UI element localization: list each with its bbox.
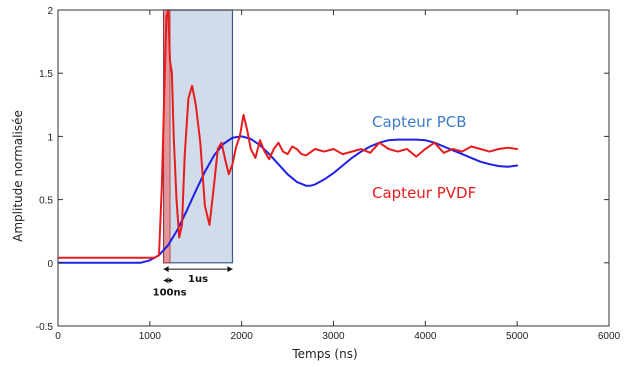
y-tick-label: 0 xyxy=(47,259,53,270)
highlight-regions xyxy=(163,9,234,264)
series-line-pvdf xyxy=(58,10,519,259)
x-tick-label: 5000 xyxy=(506,331,529,342)
x-tick-label: 6000 xyxy=(598,331,621,342)
series-label-pvdf: Capteur PVDF xyxy=(372,184,476,202)
y-tick-label: 0.5 xyxy=(39,196,53,207)
x-tick-label: 0 xyxy=(55,331,61,342)
y-tick-label: 1.5 xyxy=(39,69,53,80)
plot-frame xyxy=(57,9,610,327)
y-tick-label: -0.5 xyxy=(36,322,54,333)
series-lines xyxy=(58,10,519,264)
x-tick-label: 1000 xyxy=(139,331,162,342)
annotation-100ns: 100ns xyxy=(153,277,187,298)
highlight-region-1us xyxy=(163,9,234,264)
x-tick-label: 2000 xyxy=(231,331,254,342)
x-tick-label: 4000 xyxy=(414,331,437,342)
tick-labels: 0 1000 2000 3000 4000 5000 6000-0.500.511.52 xyxy=(36,6,621,342)
y-tick-label: 1 xyxy=(47,132,53,143)
annotation-label: 1us xyxy=(188,274,208,285)
series-label-pcb: Capteur PCB xyxy=(372,113,467,131)
x-tick-label: 3000 xyxy=(322,331,345,342)
axes xyxy=(57,9,610,327)
annotation-arrowheads xyxy=(163,277,173,284)
x-axis-label: Temps (ns) xyxy=(291,347,357,361)
annotation-label: 100ns xyxy=(153,287,187,298)
y-axis-label: Amplitude normalisée xyxy=(11,110,25,242)
y-tick-label: 2 xyxy=(47,6,53,17)
annotation-1us: 1us xyxy=(163,266,233,285)
